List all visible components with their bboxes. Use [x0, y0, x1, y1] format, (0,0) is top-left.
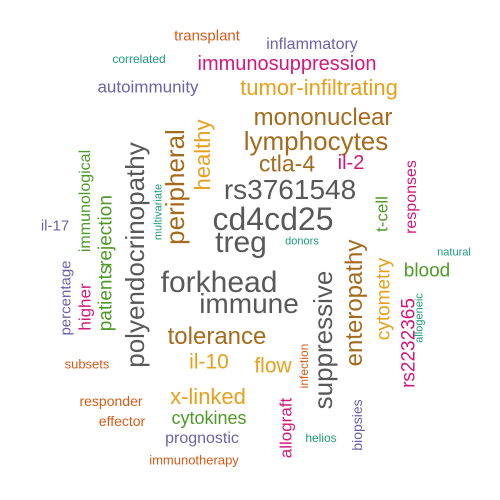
word: mononuclear	[253, 104, 393, 131]
word: allogeneic	[413, 293, 426, 343]
word: immunotherapy	[149, 452, 239, 468]
word: subsets	[64, 356, 110, 372]
word: allograft	[276, 397, 296, 459]
word: patients	[95, 264, 117, 332]
word: correlated	[112, 52, 166, 66]
word: rejection	[95, 195, 117, 267]
word: transplant	[174, 27, 240, 45]
word: prognostic	[165, 430, 239, 447]
word: autoimmunity	[97, 77, 199, 97]
word: ctla-4	[258, 150, 316, 177]
word: immunological	[77, 149, 94, 253]
word: percentage	[57, 260, 75, 336]
word: forkhead	[160, 266, 278, 299]
word: responses	[403, 160, 420, 234]
word: higher	[75, 283, 95, 331]
word: suppressive	[308, 270, 338, 410]
word: cytometry	[373, 257, 395, 341]
word: tolerance	[167, 323, 267, 350]
word: natural	[437, 246, 471, 259]
word: cd4cd25	[212, 201, 334, 237]
word: cytokines	[171, 408, 247, 428]
word: effector	[98, 413, 146, 429]
word: polyendocrinopathy	[120, 142, 150, 368]
word: healthy	[190, 119, 215, 191]
word: peripheral	[160, 129, 190, 245]
word: enteropathy	[341, 239, 368, 367]
word: t-cell	[372, 196, 392, 232]
word: multivariate	[152, 183, 165, 241]
word: treg	[215, 226, 267, 259]
word: tumor-infiltrating	[240, 75, 398, 100]
word: il-17	[40, 217, 70, 235]
word: inflammatory	[266, 36, 358, 53]
word: helios	[305, 431, 337, 445]
word: x-linked	[170, 384, 246, 409]
word: blood	[403, 260, 451, 282]
word: il-10	[189, 350, 229, 374]
word: biopsies	[349, 399, 365, 451]
word: lymphocytes	[243, 126, 389, 156]
word: rs3761548	[223, 174, 357, 205]
word: responder	[79, 393, 143, 409]
word: il-2	[337, 152, 365, 174]
word: immunosuppression	[197, 53, 377, 75]
word: immune	[199, 288, 299, 319]
word: donors	[285, 235, 319, 248]
word: flow	[254, 354, 292, 378]
word: infection	[297, 343, 311, 389]
